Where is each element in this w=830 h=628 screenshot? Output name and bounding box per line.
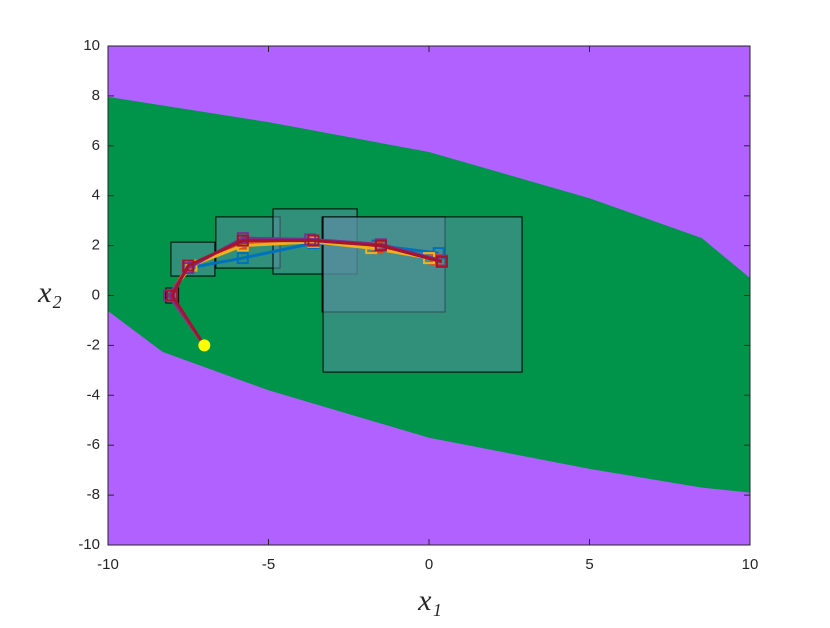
y-tick-label: 2 <box>92 237 100 254</box>
y-tick-label: 0 <box>92 286 100 303</box>
y-tick-label: 6 <box>92 137 100 154</box>
y-tick-label: 8 <box>92 87 100 104</box>
marker <box>236 252 249 265</box>
box <box>322 216 523 373</box>
x-tick-label: 0 <box>425 556 433 573</box>
start-point <box>198 339 211 352</box>
marker <box>374 239 387 252</box>
x-tick-label: 5 <box>585 556 593 573</box>
y-tick-label: -6 <box>87 436 100 453</box>
x-tick-label: -5 <box>262 556 275 573</box>
y-tick-label: -8 <box>87 486 100 503</box>
y-tick-label: -2 <box>87 336 100 353</box>
trajectory <box>170 239 443 347</box>
y-tick-label: 4 <box>92 187 100 204</box>
y-tick-label: -4 <box>87 386 100 403</box>
marker <box>236 234 249 247</box>
x-axis-label: x₁ <box>417 584 442 617</box>
marker <box>166 289 179 302</box>
marker <box>435 255 448 268</box>
y-axis-label: x₂ <box>37 276 62 309</box>
x-tick-label: -10 <box>97 556 119 573</box>
marker <box>307 234 320 247</box>
x-tick-label: 10 <box>742 556 759 573</box>
y-tick-label: 10 <box>83 37 100 54</box>
y-tick-label: -10 <box>78 536 100 553</box>
marker <box>182 259 195 272</box>
